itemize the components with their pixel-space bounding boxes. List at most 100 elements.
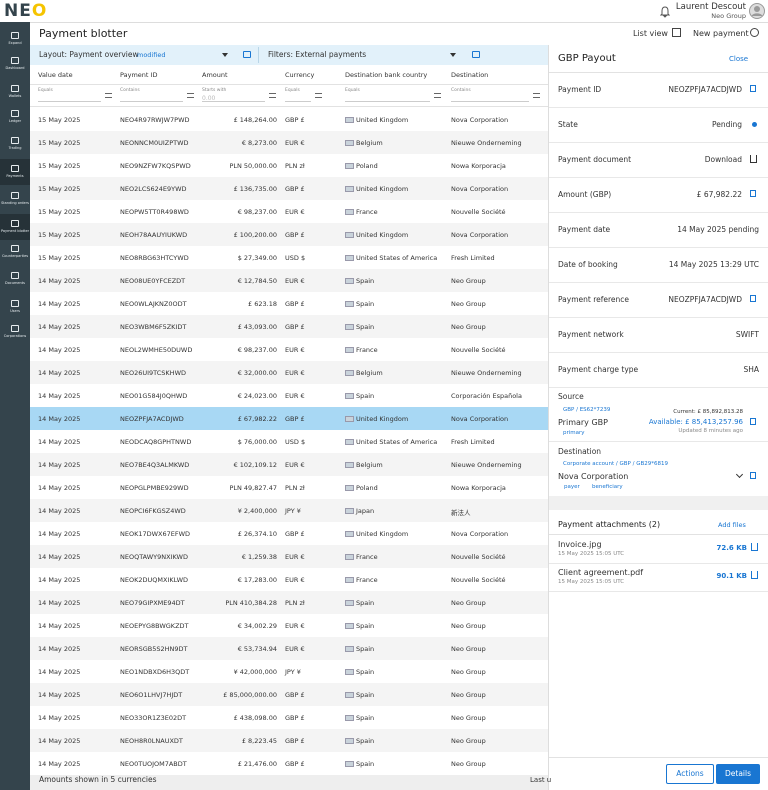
nav-label[interactable]: Payments — [6, 174, 24, 178]
table-row[interactable] — [30, 108, 548, 131]
table-row[interactable] — [30, 338, 548, 361]
table-row[interactable] — [30, 131, 548, 154]
list-view[interactable]: List view — [633, 29, 668, 38]
download-icon[interactable] — [751, 571, 758, 579]
table-row[interactable] — [30, 706, 548, 729]
amount: € 24,023.00 — [237, 392, 277, 400]
table-row[interactable] — [30, 476, 548, 499]
nav-label[interactable]: Users — [10, 309, 20, 313]
table-row[interactable] — [30, 752, 548, 775]
currency: PLN zł — [285, 599, 305, 607]
nav-icon[interactable] — [11, 165, 19, 172]
table-row[interactable] — [30, 361, 548, 384]
file-size[interactable]: 72.6 KB — [716, 544, 747, 552]
add-files[interactable]: Add files — [718, 521, 746, 529]
column-header[interactable]: Amount — [202, 71, 228, 79]
table-row[interactable] — [30, 177, 548, 200]
table-row[interactable] — [30, 545, 548, 568]
column-header[interactable]: Destination — [451, 71, 489, 79]
table-row[interactable] — [30, 660, 548, 683]
nav-icon[interactable] — [11, 272, 19, 279]
table-row[interactable] — [30, 292, 548, 315]
account-link[interactable]: GBP / ES62*7239 — [563, 407, 611, 413]
nav-icon[interactable] — [11, 137, 19, 144]
nav-icon[interactable] — [11, 110, 19, 117]
table-row[interactable] — [30, 407, 548, 430]
details-button[interactable]: Details — [716, 764, 760, 784]
nav-label[interactable]: Expand — [8, 41, 22, 45]
nav-icon[interactable] — [11, 300, 19, 307]
panel-line — [549, 441, 768, 442]
copy-icon[interactable] — [750, 85, 756, 92]
copy-icon[interactable] — [750, 472, 756, 479]
nav-icon[interactable] — [11, 192, 19, 199]
table-row[interactable] — [30, 614, 548, 637]
caret[interactable] — [450, 53, 456, 57]
nav-label[interactable]: Dashboard — [5, 66, 25, 70]
table-row[interactable] — [30, 729, 548, 752]
table-row[interactable] — [30, 591, 548, 614]
nav-label[interactable]: Documents — [5, 281, 25, 285]
table-row[interactable] — [30, 568, 548, 591]
toolbar-icon[interactable] — [243, 51, 251, 58]
column-header[interactable]: Value date — [38, 71, 73, 79]
nav-icon[interactable] — [11, 245, 19, 252]
file-name[interactable]: Client agreement.pdf — [558, 568, 644, 577]
caret[interactable] — [222, 53, 228, 57]
nav-label[interactable]: Payment blotter — [0, 229, 30, 233]
avatar[interactable] — [749, 3, 765, 19]
nav-icon[interactable] — [11, 32, 19, 39]
filter-icon[interactable] — [269, 93, 276, 98]
nav-label[interactable]: Ledger — [8, 119, 22, 123]
filter-icon[interactable] — [434, 93, 441, 98]
new-payment[interactable]: New payment — [693, 29, 749, 38]
copy-icon[interactable] — [750, 190, 756, 197]
nav-label[interactable]: Corporations — [3, 334, 27, 338]
copy-icon[interactable] — [750, 295, 756, 302]
table-row[interactable] — [30, 522, 548, 545]
table-row[interactable] — [30, 246, 548, 269]
file-name[interactable]: Invoice.jpg — [558, 540, 602, 549]
table-row[interactable] — [30, 637, 548, 660]
account-link[interactable]: Corporate account / GBP / GB29*6819 — [563, 461, 668, 467]
filter-icon[interactable] — [105, 93, 112, 98]
table-row[interactable] — [30, 384, 548, 407]
nav-icon[interactable] — [11, 325, 19, 332]
nav-label[interactable]: Trading — [8, 146, 22, 150]
table-row[interactable] — [30, 200, 548, 223]
layout-select[interactable]: Layout: Payment overview — [39, 50, 139, 59]
table-row[interactable] — [30, 223, 548, 246]
table-row[interactable] — [30, 453, 548, 476]
download-icon[interactable] — [750, 155, 757, 163]
nav-label[interactable]: Standing orders — [1, 201, 29, 205]
table-row[interactable] — [30, 430, 548, 453]
table-row[interactable] — [30, 315, 548, 338]
panel-title: GBP Payout — [558, 53, 616, 64]
nav-icon[interactable] — [11, 85, 19, 92]
download-icon[interactable] — [751, 543, 758, 551]
column-header[interactable]: Payment ID — [120, 71, 158, 79]
filter-icon[interactable] — [533, 93, 540, 98]
bell-icon[interactable] — [660, 6, 670, 18]
copy-icon[interactable] — [750, 418, 756, 425]
actions-button[interactable]: Actions — [666, 764, 714, 784]
filter-icon[interactable] — [315, 93, 322, 98]
table-row[interactable] — [30, 154, 548, 177]
close-button[interactable]: Close — [729, 55, 749, 63]
nav-label[interactable]: Wallets — [8, 94, 22, 98]
file-size[interactable]: 90.1 KB — [716, 572, 747, 580]
user-name[interactable]: Laurent Descout — [675, 2, 746, 12]
column-header[interactable]: Destination bank country — [345, 71, 428, 79]
filters-select[interactable]: Filters: External payments — [268, 50, 367, 59]
table-row[interactable] — [30, 683, 548, 706]
column-header[interactable]: Currency — [285, 71, 315, 79]
country: Spain — [356, 668, 375, 676]
filter-icon[interactable] — [187, 93, 194, 98]
nav-label[interactable]: Counterparties — [1, 254, 29, 258]
nav-icon[interactable] — [11, 57, 19, 64]
toolbar-icon[interactable] — [472, 51, 480, 58]
table-row[interactable] — [30, 499, 548, 522]
table-row[interactable] — [30, 269, 548, 292]
chevron[interactable] — [735, 470, 744, 479]
nav-icon[interactable] — [11, 220, 19, 227]
